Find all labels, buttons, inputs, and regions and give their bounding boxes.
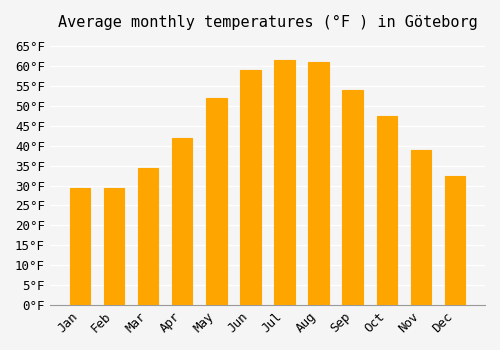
Bar	[172, 138, 193, 305]
Bar	[274, 60, 294, 305]
Bar	[308, 62, 329, 305]
Bar	[206, 98, 227, 305]
Bar	[138, 168, 158, 305]
Bar	[410, 150, 431, 305]
Bar	[445, 176, 465, 305]
Bar	[240, 70, 260, 305]
Bar	[104, 188, 124, 305]
Title: Average monthly temperatures (°F ) in Göteborg: Average monthly temperatures (°F ) in Gö…	[58, 15, 478, 30]
Bar	[342, 90, 363, 305]
Bar	[70, 188, 90, 305]
Bar	[376, 116, 397, 305]
